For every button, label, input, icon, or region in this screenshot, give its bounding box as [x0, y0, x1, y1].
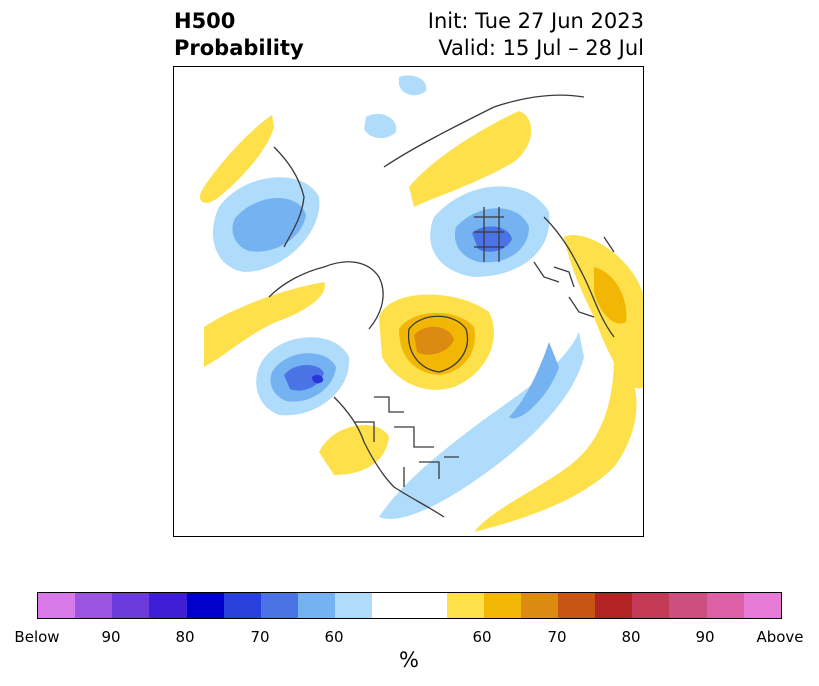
colorbar-segment [483, 593, 521, 618]
below-region-kara-blob [399, 75, 427, 96]
date-info: Init: Tue 27 Jun 2023 Valid: 15 Jul – 28… [428, 8, 644, 62]
below-region-alaska-core [232, 197, 306, 252]
above-region-siberia [409, 111, 532, 207]
colorbar-tick-label: Above [756, 628, 804, 646]
colorbar-segment [297, 593, 336, 618]
below-region-north-pacific-peak [312, 374, 324, 384]
colorbar-segment [38, 593, 76, 618]
above-region-western-us [319, 425, 389, 475]
below-region-atlantic-core [509, 342, 559, 419]
map-canvas [199, 75, 643, 532]
colorbar-segment [743, 593, 781, 618]
colorbar-segment [149, 593, 187, 618]
colorbar-tick-label: Below [14, 628, 60, 646]
greenland-coast [407, 315, 469, 373]
colorbar-segment [112, 593, 150, 618]
above-region-scandinavia-core [594, 267, 627, 324]
north-america-coast [268, 261, 445, 518]
colorbar [37, 592, 782, 619]
coastlines [268, 94, 615, 518]
colorbar-tick-label: 60 [472, 628, 492, 646]
colorbar-tick-label: 70 [250, 628, 270, 646]
colorbar-segment [632, 593, 670, 618]
colorbar-segment [706, 593, 744, 618]
probability-map [173, 66, 644, 537]
colorbar-tick-label: 90 [695, 628, 715, 646]
below-region-north-pacific-inner [284, 364, 324, 391]
colorbar-tick-label: 80 [621, 628, 641, 646]
below-normal-regions [212, 75, 584, 519]
colorbar-tick-label: 90 [101, 628, 121, 646]
alaska-coast [273, 146, 305, 248]
above-region-pacific-arc [199, 115, 274, 203]
eurasia-coast [383, 94, 615, 338]
above-region-greenland-peak [414, 326, 454, 355]
init-date: Init: Tue 27 Jun 2023 [427, 9, 644, 33]
below-region-arctic-blob [364, 113, 397, 139]
colorbar-segment [520, 593, 558, 618]
colorbar-segment [335, 593, 373, 618]
colorbar-segment [260, 593, 298, 618]
europe-borders [533, 236, 615, 318]
colorbar-segment [223, 593, 261, 618]
colorbar-tick-label: 80 [175, 628, 195, 646]
colorbar-segment [372, 593, 447, 618]
above-normal-regions [199, 111, 643, 532]
above-region-east-pacific [204, 282, 325, 367]
colorbar-unit: % [399, 648, 419, 672]
us-states-sketch [354, 396, 459, 487]
below-region-russia-peak [472, 226, 512, 252]
colorbar-segment [75, 593, 113, 618]
russia-grid [474, 207, 504, 262]
colorbar-segment [446, 593, 484, 618]
title-line-2: Probability [174, 36, 304, 60]
below-region-atlantic [379, 332, 584, 519]
colorbar-segment [669, 593, 707, 618]
colorbar-segment [595, 593, 633, 618]
above-region-atlantic-arc [474, 357, 637, 532]
valid-range: Valid: 15 Jul – 28 Jul [438, 36, 644, 60]
colorbar-tick-label: 70 [547, 628, 567, 646]
title-line-1: H500 [174, 9, 236, 33]
chart-title: H500 Probability [174, 8, 304, 62]
colorbar-tick-label: 60 [324, 628, 344, 646]
colorbar-segment [557, 593, 596, 618]
colorbar-segment [186, 593, 224, 618]
